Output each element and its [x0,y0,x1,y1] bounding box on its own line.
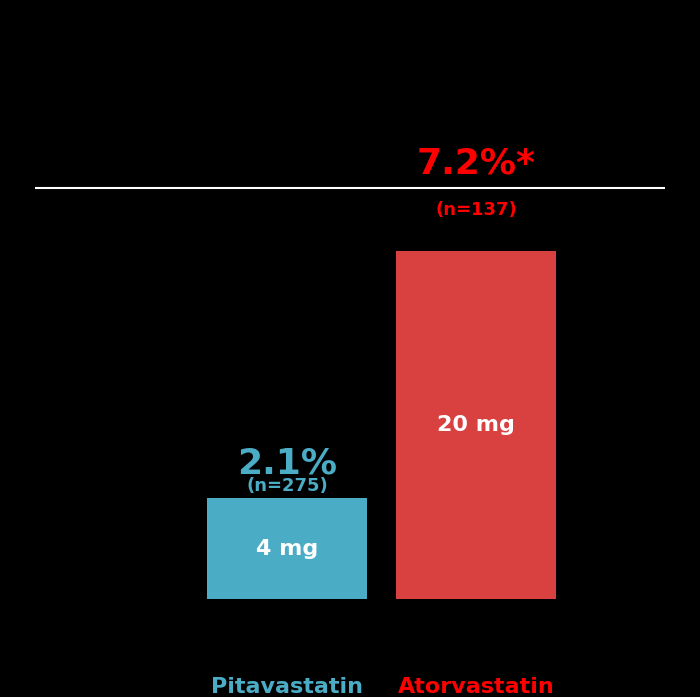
Text: 4 mg: 4 mg [256,539,318,558]
Bar [396,250,556,599]
Text: 7.2%*: 7.2%* [416,146,536,181]
Text: 20 mg: 20 mg [437,415,515,435]
Text: (n=137): (n=137) [435,201,517,219]
Text: (n=275): (n=275) [246,477,328,496]
Text: 2.1%: 2.1% [237,447,337,481]
Bar [207,498,367,599]
Text: Blood Sugar Increase: Blood Sugar Increase [150,24,550,56]
Text: Pitavastatin: Pitavastatin [211,677,363,697]
Text: Atorvastatin: Atorvastatin [398,677,554,697]
